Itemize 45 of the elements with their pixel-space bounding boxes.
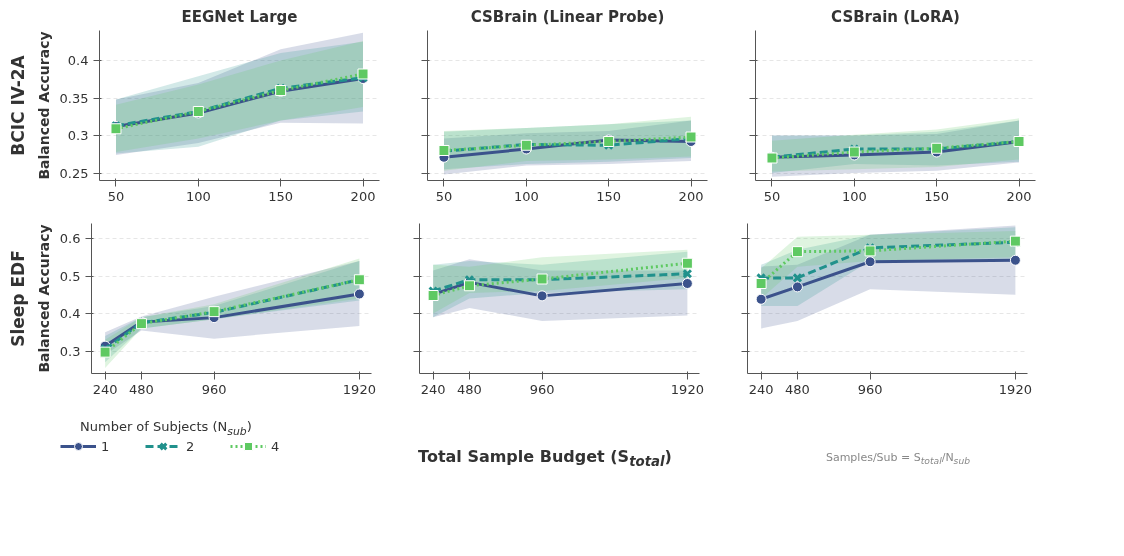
y-tick-label: 0.4 <box>59 306 81 321</box>
x-tick-label: 150 <box>596 188 622 204</box>
x-tick-label: 240 <box>420 381 446 397</box>
y-tick-label: 0.6 <box>59 231 81 246</box>
x-tick-label: 200 <box>1006 188 1032 204</box>
x-axis-title: Total Sample Budget (S$_{total}$) <box>418 447 672 470</box>
legend-label: 1 <box>101 438 111 454</box>
x-tick-label: 960 <box>201 381 227 397</box>
x-tick-label: 480 <box>457 381 482 397</box>
legend-title: Number of Subjects (N$_{sub}$) <box>80 418 252 440</box>
x-tick-label: 1920 <box>670 381 704 397</box>
x-tick-label: 50 <box>435 188 453 204</box>
y-tick-label: 0.5 <box>59 268 81 284</box>
x-tick-label: 150 <box>924 188 950 204</box>
y-tick-label: 0.25 <box>59 165 89 181</box>
x-tick-label: 960 <box>857 381 883 397</box>
text: Samples/Sub = S$_{total}$/N$_{sub}$ <box>825 450 970 468</box>
text: Sleep EDF <box>7 250 28 347</box>
x-tick-label: 100 <box>841 188 867 204</box>
y-tick-label: 0.35 <box>59 90 89 106</box>
x-tick-label: 240 <box>92 381 118 397</box>
x-tick-label: 480 <box>129 381 154 397</box>
x-tick-label: 100 <box>185 188 211 204</box>
y-tick-label: 0.3 <box>67 128 89 143</box>
x-tick-label: 200 <box>350 188 376 204</box>
x-tick-label: 150 <box>268 188 294 204</box>
x-tick-label: 50 <box>763 188 781 204</box>
chart-title: CSBrain (LoRA) <box>831 7 960 26</box>
y-tick-label: 0.4 <box>67 53 89 68</box>
x-tick-label: 240 <box>748 381 774 397</box>
x-tick-label: 960 <box>529 381 555 397</box>
legend-label: 2 <box>186 438 196 454</box>
chart-title: EEGNet Large <box>181 7 298 26</box>
x-tick-label: 200 <box>678 188 704 204</box>
x-tick-label: 100 <box>513 188 539 204</box>
legend-label: 4 <box>271 438 281 454</box>
x-tick-label: 1920 <box>342 381 376 397</box>
y-axis-title: Balanced Accuracy <box>35 31 52 180</box>
x-tick-label: 50 <box>107 188 125 204</box>
chart-title: CSBrain (Linear Probe) <box>470 7 665 26</box>
y-tick-label: 0.3 <box>59 343 81 359</box>
y-axis-title: Balanced Accuracy <box>35 224 52 373</box>
x-tick-label: 1920 <box>998 381 1032 397</box>
text: BCIC IV-2A <box>7 54 28 156</box>
x-tick-label: 480 <box>785 381 810 397</box>
